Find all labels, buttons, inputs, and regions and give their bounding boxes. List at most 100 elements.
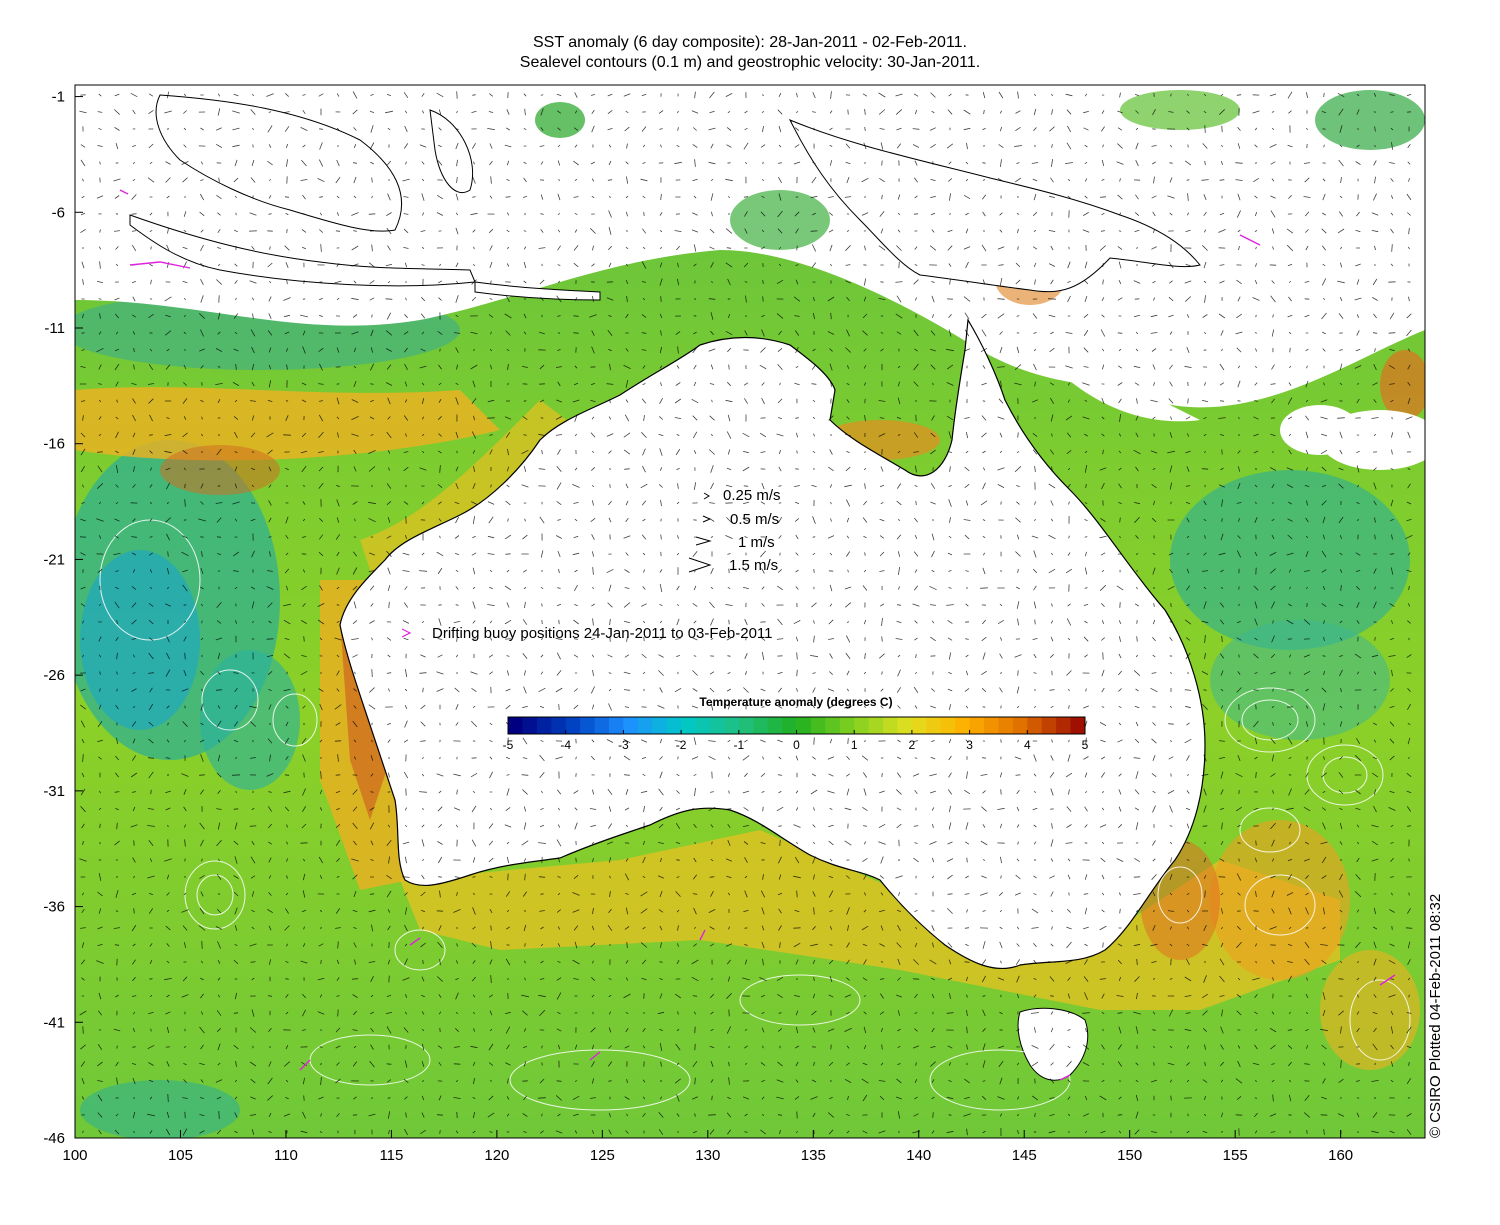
sst-warm-patch <box>1210 820 1350 980</box>
colorbar-tick-label: 2 <box>909 738 916 752</box>
x-tick-label: 145 <box>1012 1147 1037 1164</box>
sealevel-contour <box>1239 807 1301 853</box>
sst-cool-patch <box>80 1080 240 1138</box>
velocity-legend-arrow-0.5 <box>702 515 712 523</box>
colorbar-title: Temperature anomaly (degrees C) <box>699 695 892 709</box>
velocity-legend-arrow-1.5 <box>688 557 712 573</box>
colorbar-tick-label: -3 <box>618 738 629 752</box>
colorbar-cell <box>695 717 711 734</box>
velocity-legend-label: 0.5 m/s <box>730 511 779 528</box>
colorbar-cell <box>508 717 523 734</box>
buoy-legend-marker <box>401 628 412 638</box>
sealevel-contour <box>1224 687 1316 753</box>
colorbar-cell <box>1041 717 1057 734</box>
buoy-track <box>129 261 191 269</box>
sealevel-contour <box>1322 756 1368 794</box>
x-tick-label: 110 <box>274 1147 298 1164</box>
colorbar-cell <box>767 717 783 734</box>
map-title-line1: SST anomaly (6 day composite): 28-Jan-20… <box>533 34 967 51</box>
colorbar-tick-label: 1 <box>851 738 858 752</box>
sealevel-contour <box>1244 874 1316 936</box>
buoy-track <box>589 1051 601 1061</box>
colorbar-cell <box>984 717 999 734</box>
buoy-legend: Drifting buoy positions 24-Jan-2011 to 0… <box>401 625 772 642</box>
colorbar-cell <box>796 717 812 734</box>
y-tick-label: -26 <box>43 667 65 684</box>
colorbar-tick-label: 4 <box>1024 738 1031 752</box>
x-tick-label: 125 <box>590 1147 615 1164</box>
australia-mainland <box>339 318 1206 969</box>
buoy-track <box>1379 974 1396 986</box>
y-tick-label: -6 <box>52 204 65 221</box>
y-tick-label: -21 <box>43 551 65 568</box>
sst-warm-patch <box>1380 350 1425 420</box>
x-tick-label: 155 <box>1223 1147 1248 1164</box>
colorbar-cell <box>637 717 653 734</box>
new-guinea <box>788 119 1201 293</box>
y-tick-label: -31 <box>43 783 65 800</box>
colorbar-cell <box>868 717 884 734</box>
colorbar-cell <box>565 717 581 734</box>
y-tick-label: -1 <box>52 89 65 106</box>
colorbar-cell <box>854 717 870 734</box>
sst-warm-patch <box>160 445 280 495</box>
colorbar-cell <box>926 717 942 734</box>
buoy-track <box>119 189 129 195</box>
colorbar-cell <box>955 717 971 734</box>
colorbar-cell <box>580 717 596 734</box>
buoy-track <box>699 929 706 941</box>
colorbar-cell <box>1012 717 1028 734</box>
colorbar-ticks: -5 -4 -3 -2 -1 0 1 2 3 4 5 <box>503 730 1089 752</box>
sst-warm-band <box>75 387 500 461</box>
colorbar-tick-label: -1 <box>733 738 744 752</box>
y-tick-label: -46 <box>43 1130 65 1147</box>
sst-cool-patch <box>1210 620 1390 740</box>
sealevel-contour <box>1157 866 1203 924</box>
y-tick-label: -41 <box>43 1014 65 1031</box>
buoy-track <box>299 1059 311 1071</box>
colorbar-cell <box>594 717 610 734</box>
x-tick-label: 105 <box>168 1147 193 1164</box>
y-tick-label: -11 <box>44 320 65 337</box>
x-tick-label: 130 <box>695 1147 720 1164</box>
colorbar-cell <box>738 717 754 734</box>
borneo-coast <box>155 94 403 232</box>
colorbar-cell <box>522 717 538 734</box>
colorbar-cell <box>1070 717 1086 734</box>
colorbar-cell <box>810 717 826 734</box>
northern-landmasses <box>129 94 1201 301</box>
sst-cool-patch <box>200 650 300 790</box>
colorbar-gradient <box>508 717 1086 734</box>
x-tick-label: 100 <box>62 1147 87 1164</box>
sealevel-contour <box>184 860 246 930</box>
colorbar-cell <box>724 717 740 734</box>
colorbar-cell <box>998 717 1014 734</box>
colorbar: Temperature anomaly (degrees C) -5 -4 -3 -2… <box>503 695 1089 752</box>
buoy-legend-label: Drifting buoy positions 24-Jan-2011 to 0… <box>432 625 772 642</box>
sst-warm-patch <box>1320 950 1420 1070</box>
sst-cool-patch <box>1170 470 1410 650</box>
colorbar-cell <box>897 717 913 734</box>
colorbar-cell <box>753 717 769 734</box>
x-axis-ticks: 100 105 110 115 120 125 130 135 140 145 150 155 160 <box>62 1130 1353 1164</box>
x-tick-label: 115 <box>379 1147 403 1164</box>
credit-label: © CSIRO Plotted 04-Feb-2011 08:32 <box>1427 894 1444 1138</box>
sst-patch <box>535 102 585 138</box>
map-title-line2: Sealevel contours (0.1 m) and geostrophi… <box>519 54 981 71</box>
velocity-legend-arrow-1 <box>695 536 712 546</box>
sealevel-contour <box>99 519 201 641</box>
sealevel-contour <box>739 974 861 1026</box>
velocity-legend-label: 1.5 m/s <box>729 557 778 574</box>
sealevel-contour <box>394 929 446 971</box>
geostrophic-velocity-field <box>79 91 1413 1137</box>
x-tick-label: 140 <box>906 1147 931 1164</box>
colorbar-tick-label: 3 <box>966 738 973 752</box>
y-tick-label: -36 <box>43 899 65 916</box>
sealevel-contour <box>196 874 234 916</box>
sst-anomaly-field <box>75 85 1425 1138</box>
x-tick-label: 135 <box>801 1147 826 1164</box>
sealevel-contour <box>201 669 259 731</box>
sealevel-contours <box>99 519 1411 1111</box>
colorbar-cell <box>709 717 725 734</box>
colorbar-cell <box>1027 717 1043 734</box>
